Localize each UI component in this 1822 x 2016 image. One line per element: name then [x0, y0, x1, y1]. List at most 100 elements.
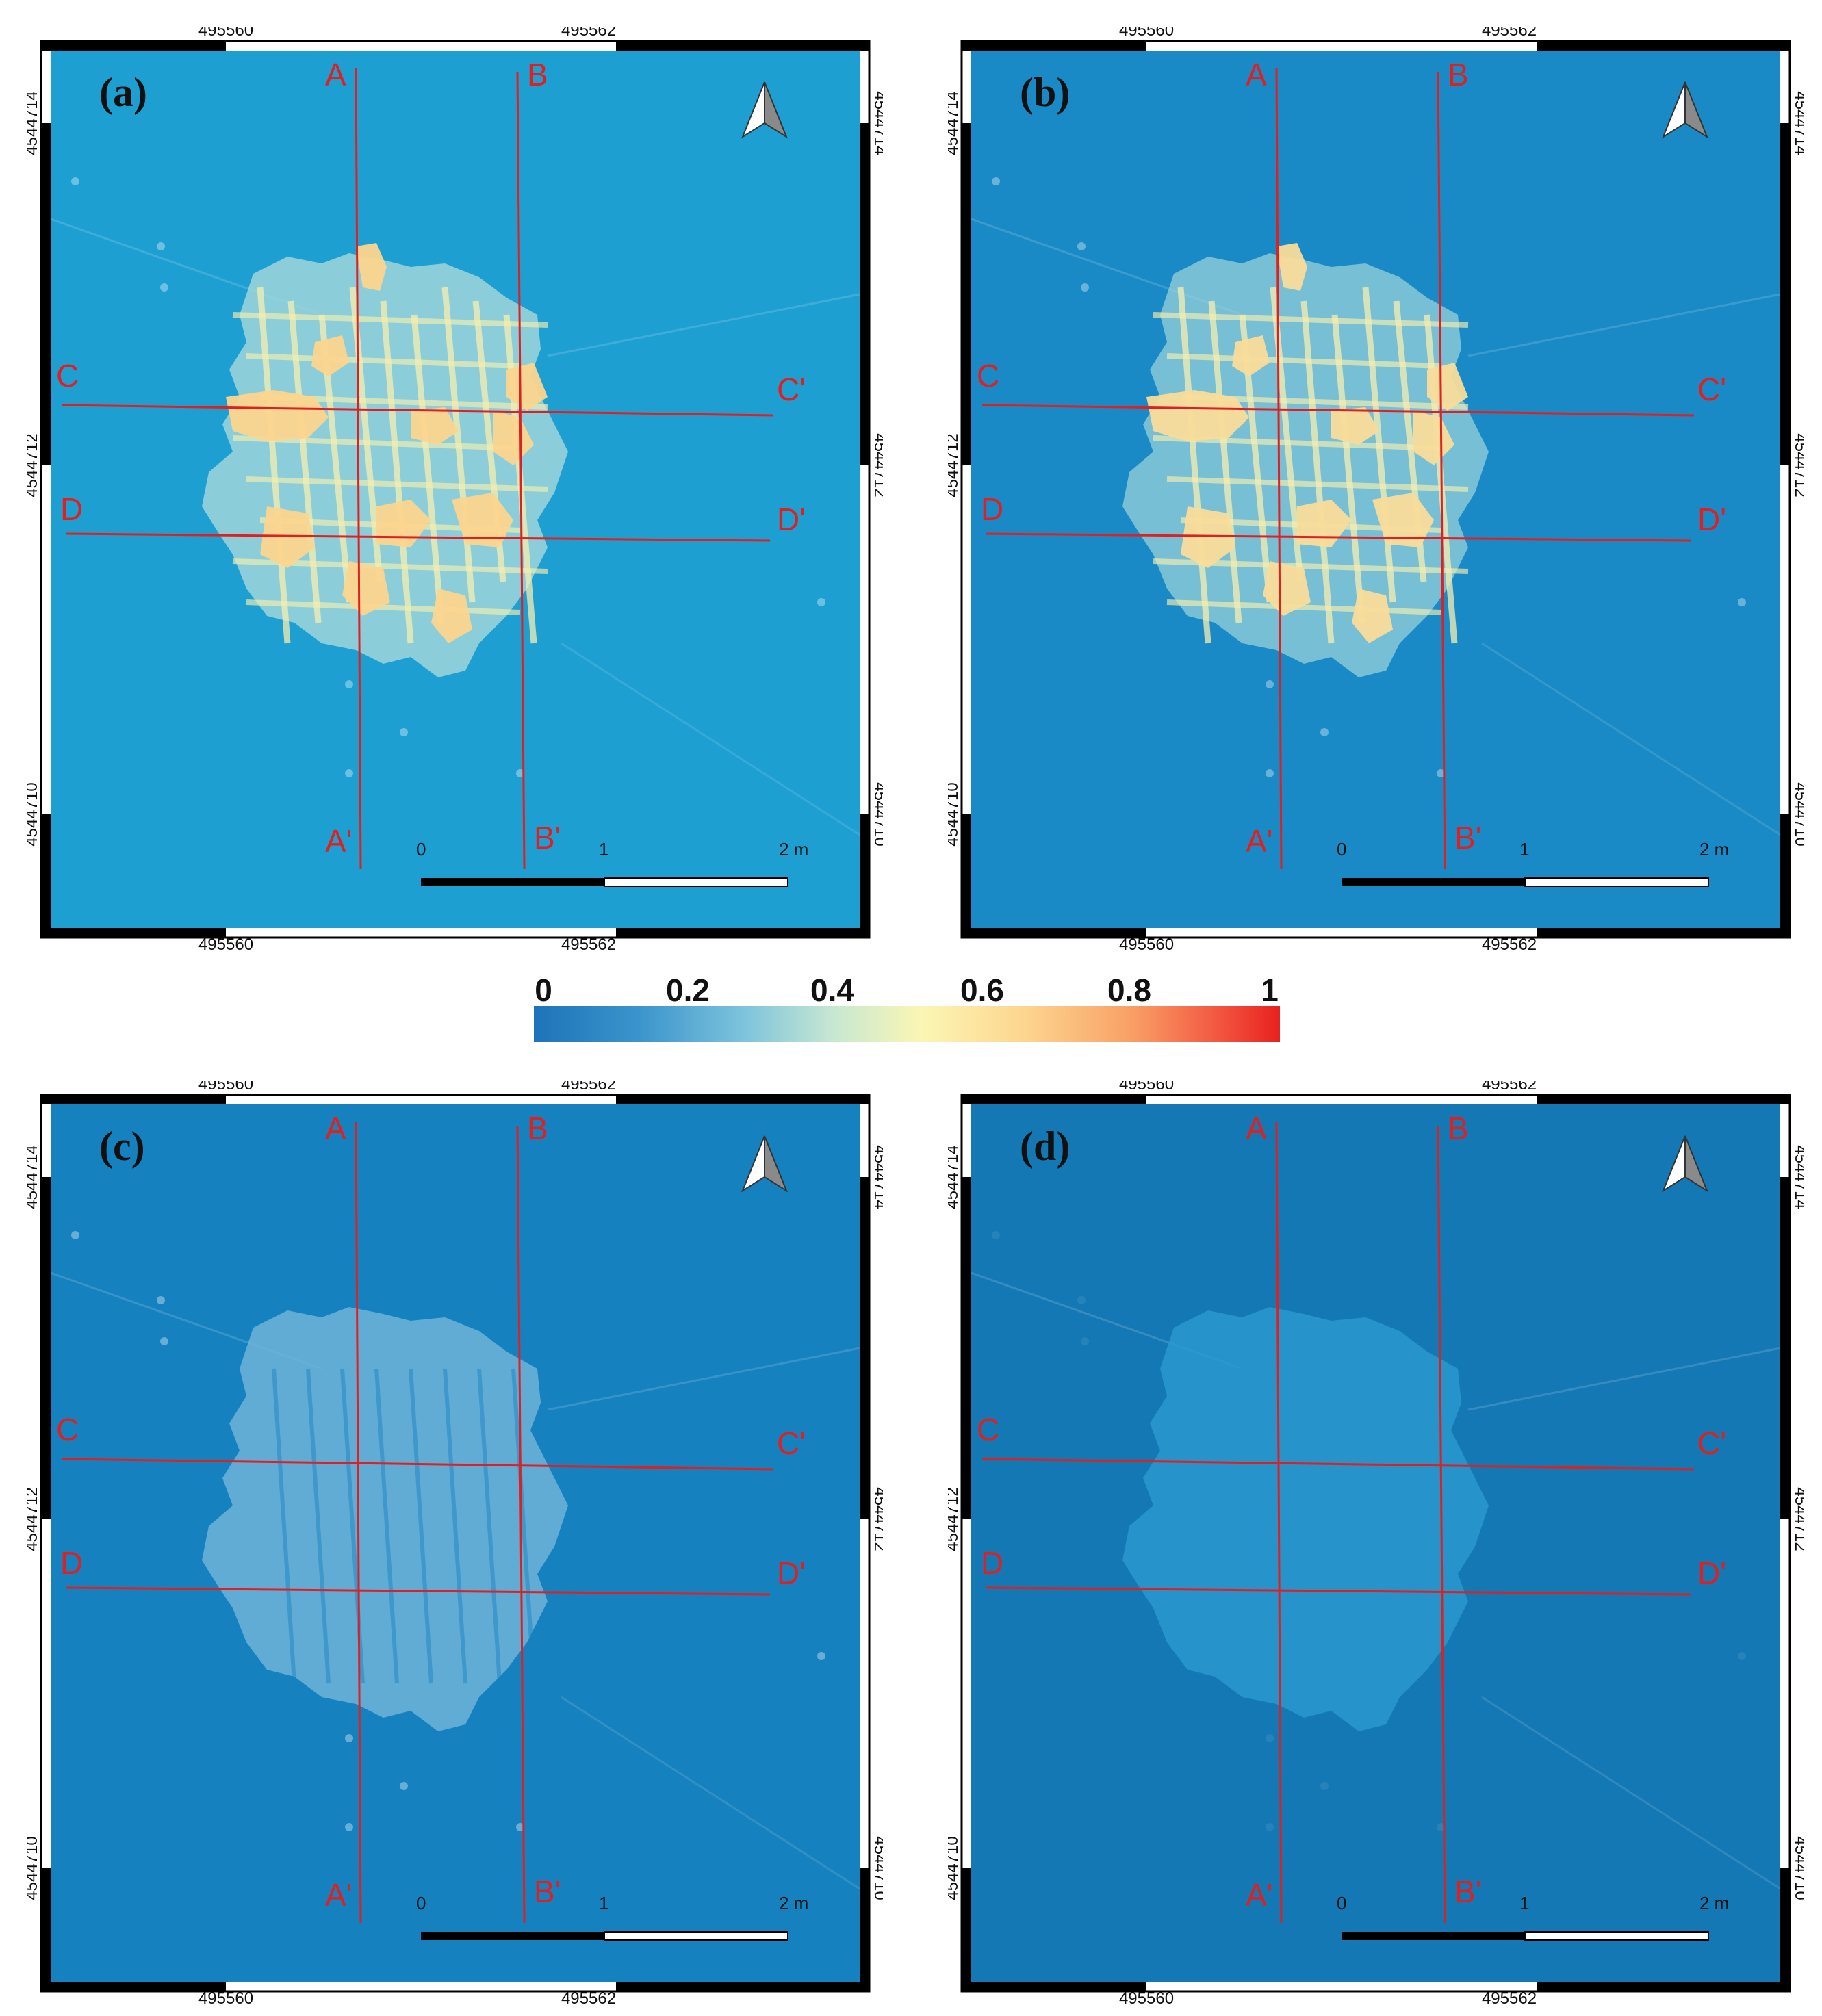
- x-tick-label: 495560: [198, 1989, 253, 2005]
- profile-label-d-end: D': [777, 1555, 806, 1591]
- scale-label: 2 m: [1699, 1893, 1729, 1913]
- point-artefact: [516, 769, 524, 777]
- profile-label-b-start: B: [1448, 1111, 1469, 1146]
- north-arrow-right: [764, 81, 788, 139]
- x-tick-label: 495560: [1119, 1081, 1174, 1094]
- patch-strip: [287, 300, 322, 623]
- x-tick-label: 495562: [561, 1081, 616, 1094]
- point-artefact: [516, 1823, 524, 1831]
- profile-line-b: [1437, 71, 1446, 870]
- bright-patch: [1427, 363, 1468, 411]
- profile-line-c: [61, 404, 774, 417]
- y-tick-label: 4544714: [948, 1145, 962, 1209]
- point-artefact: [1437, 1823, 1445, 1831]
- scale-label: 2 m: [779, 839, 808, 860]
- patch-area: [202, 1307, 568, 1731]
- neatline-segment: [41, 1868, 51, 1982]
- y-tick-label: 4544714: [1791, 1145, 1804, 1209]
- colorbar-tick: 0.2: [666, 972, 710, 1008]
- point-artefact: [1320, 1782, 1329, 1790]
- point-artefact: [345, 1823, 353, 1831]
- neatline-segment: [962, 123, 971, 465]
- x-tick-label: 495562: [1482, 1081, 1537, 1094]
- point-artefact: [992, 177, 1000, 185]
- y-tick-label: 4544712: [1791, 1487, 1804, 1551]
- panel-label: (d): [1020, 1124, 1070, 1169]
- point-artefact: [1266, 1823, 1274, 1831]
- profile-label-d-start: D: [981, 1545, 1003, 1581]
- y-tick-label: 4544710: [871, 782, 883, 846]
- panel-label: (c): [99, 1124, 145, 1169]
- scale-bar-black: [421, 878, 604, 886]
- colorbar-tick: 0.8: [1107, 972, 1151, 1008]
- profile-label-c-end: C': [777, 1425, 806, 1461]
- y-tick-label: 4544714: [1791, 91, 1804, 155]
- patch-strip: [1166, 476, 1469, 492]
- point-artefact: [1320, 728, 1329, 736]
- profile-line-d: [986, 532, 1691, 542]
- bright-patch: [342, 561, 390, 616]
- streak-line: [561, 1696, 860, 1890]
- scale-label: 0: [1337, 839, 1346, 860]
- neatline-segment: [962, 1177, 971, 1519]
- point-artefact: [1077, 242, 1086, 250]
- scale-bar-black: [1342, 878, 1525, 886]
- neatline-segment: [1537, 1982, 1790, 1991]
- profile-label-a-end: A': [1246, 1877, 1272, 1913]
- neatline-segment: [1780, 1868, 1790, 1982]
- y-tick-label: 4544714: [27, 91, 41, 155]
- scale-label: 0: [1337, 1893, 1346, 1913]
- y-tick-label: 4544710: [1791, 1836, 1804, 1900]
- profile-line-b: [516, 71, 526, 870]
- profile-label-a-end: A': [325, 823, 352, 859]
- bright-patch: [1372, 493, 1434, 547]
- scale-label: 2 m: [779, 1893, 808, 1913]
- point-artefact: [992, 1231, 1000, 1239]
- streak-line: [1467, 1347, 1781, 1411]
- neatline-segment: [860, 1868, 869, 1982]
- north-arrow-icon: [1661, 1135, 1709, 1193]
- neatline-segment: [1780, 814, 1790, 928]
- y-tick-label: 4544712: [948, 1487, 962, 1551]
- north-arrow-icon: [741, 1135, 788, 1193]
- point-artefact: [71, 1231, 79, 1239]
- neatline-segment: [962, 1868, 971, 1982]
- profile-label-b-end: B': [534, 820, 561, 855]
- streak-line: [1481, 1696, 1781, 1890]
- bright-patch: [376, 500, 431, 547]
- x-tick-label: 495560: [198, 27, 253, 40]
- neatline-segment: [1537, 928, 1790, 938]
- bright-patch: [1331, 407, 1379, 445]
- panel-label: (a): [99, 70, 147, 115]
- neatline-segment: [41, 1982, 226, 1991]
- scale-bar-black: [1342, 1932, 1525, 1940]
- streak-line: [547, 293, 860, 357]
- neatline-segment: [41, 814, 51, 928]
- patch-strip: [306, 1368, 331, 1684]
- profile-line-d: [65, 532, 771, 542]
- colorbar-tick: 1: [1261, 972, 1279, 1008]
- bright-patch: [1263, 561, 1311, 616]
- x-tick-label: 495562: [561, 935, 616, 951]
- colorbar-tick: 0.6: [960, 972, 1004, 1008]
- x-tick-label: 495560: [198, 1081, 253, 1094]
- neatline-segment: [1780, 123, 1790, 465]
- map-figure-b: A B A' B' C C' D D' (b) 0 1 2 m 495560 495560 495562 49…: [948, 27, 1804, 951]
- bright-patch: [1352, 589, 1393, 643]
- north-arrow-icon: [1661, 81, 1709, 139]
- point-artefact: [345, 769, 353, 777]
- x-tick-label: 495560: [1119, 27, 1174, 40]
- scale-bar: 0 1 2 m: [1337, 839, 1729, 887]
- profile-label-a-start: A: [325, 57, 346, 92]
- x-tick-label: 495560: [198, 935, 253, 951]
- profile-label-d-end: D': [777, 502, 806, 537]
- neatline-segment: [616, 928, 869, 938]
- colorbar-tick: 0: [535, 972, 552, 1008]
- y-tick-label: 4544712: [27, 433, 41, 497]
- y-tick-label: 4544710: [948, 1836, 962, 1900]
- scale-bar-white: [604, 877, 788, 887]
- profile-line-d: [986, 1586, 1691, 1596]
- bright-patch: [226, 390, 329, 441]
- neatline-segment: [962, 1982, 1146, 1991]
- profile-label-a-start: A: [1246, 1111, 1267, 1146]
